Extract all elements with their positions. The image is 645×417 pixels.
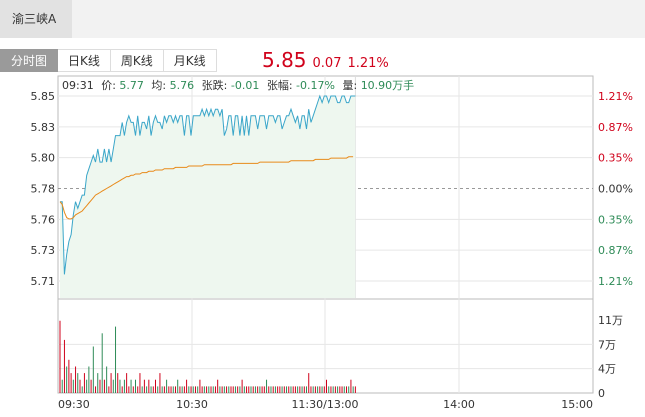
x-tick-label: 09:30 (58, 398, 90, 411)
tab-monthly-k[interactable]: 月K线 (163, 49, 217, 72)
info-change: -0.01 (231, 79, 259, 92)
quote-summary: 5.85 0.07 1.21% (262, 48, 389, 72)
x-tick-label: 15:00 (561, 398, 593, 411)
y-tick-label-pct: 1.21% (598, 275, 633, 288)
y-tick-label: 5.80 (31, 152, 56, 165)
top-bar: 渝三峡A (0, 0, 645, 38)
y-tick-label-pct: 0.35% (598, 152, 633, 165)
volume-tick-label: 7万 (598, 338, 616, 351)
info-volume-label: 量: (342, 79, 357, 92)
x-tick-label: 11:30/13:00 (291, 398, 358, 411)
tab-intraday[interactable]: 分时图 (0, 49, 59, 72)
y-tick-label: 5.78 (31, 183, 56, 196)
volume-tick-label: 11万 (598, 314, 623, 327)
info-price-label: 价: (101, 79, 116, 92)
info-time: 09:31 (62, 79, 94, 92)
y-tick-label-pct: 1.21% (598, 90, 633, 103)
info-pct-label: 张幅: (267, 79, 293, 92)
y-tick-label: 5.76 (31, 213, 56, 226)
x-tick-label: 10:30 (176, 398, 208, 411)
tab-daily-k[interactable]: 日K线 (58, 49, 111, 72)
info-change-label: 张跌: (202, 78, 228, 92)
price-line (60, 94, 356, 275)
info-avg: 5.76 (170, 79, 195, 92)
y-tick-label-pct: 0.87% (598, 244, 633, 257)
info-volume: 10.90万手 (361, 78, 415, 92)
tab-weekly-k[interactable]: 周K线 (110, 49, 164, 72)
y-tick-label: 5.73 (31, 244, 56, 257)
volume-tick-label: 0 (598, 387, 605, 400)
y-tick-label-pct: 0.87% (598, 121, 633, 134)
y-tick-label-pct: 0.00% (598, 183, 633, 196)
average-price-line (59, 156, 354, 220)
stock-name-tab[interactable]: 渝三峡A (0, 0, 72, 38)
chart-tabs: 分时图 日K线 周K线 月K线 (0, 49, 217, 72)
info-price: 5.77 (119, 79, 144, 92)
price-area-fill (60, 96, 356, 298)
y-tick-label-pct: 0.35% (598, 213, 633, 226)
info-bar: 09:31 价: 5.77 均: 5.76 张跌: -0.01 张幅: -0.1… (62, 78, 414, 92)
price-change: 0.07 (312, 56, 342, 71)
info-avg-label: 均: (151, 79, 166, 92)
x-tick-label: 14:00 (443, 398, 475, 411)
current-price: 5.85 (262, 48, 307, 72)
y-tick-label: 5.71 (31, 275, 56, 288)
price-change-pct: 1.21% (347, 56, 389, 71)
y-tick-label: 5.83 (31, 121, 56, 134)
volume-tick-label: 4万 (598, 363, 616, 376)
y-tick-label: 5.85 (31, 90, 56, 103)
info-pct: -0.17% (296, 79, 335, 92)
